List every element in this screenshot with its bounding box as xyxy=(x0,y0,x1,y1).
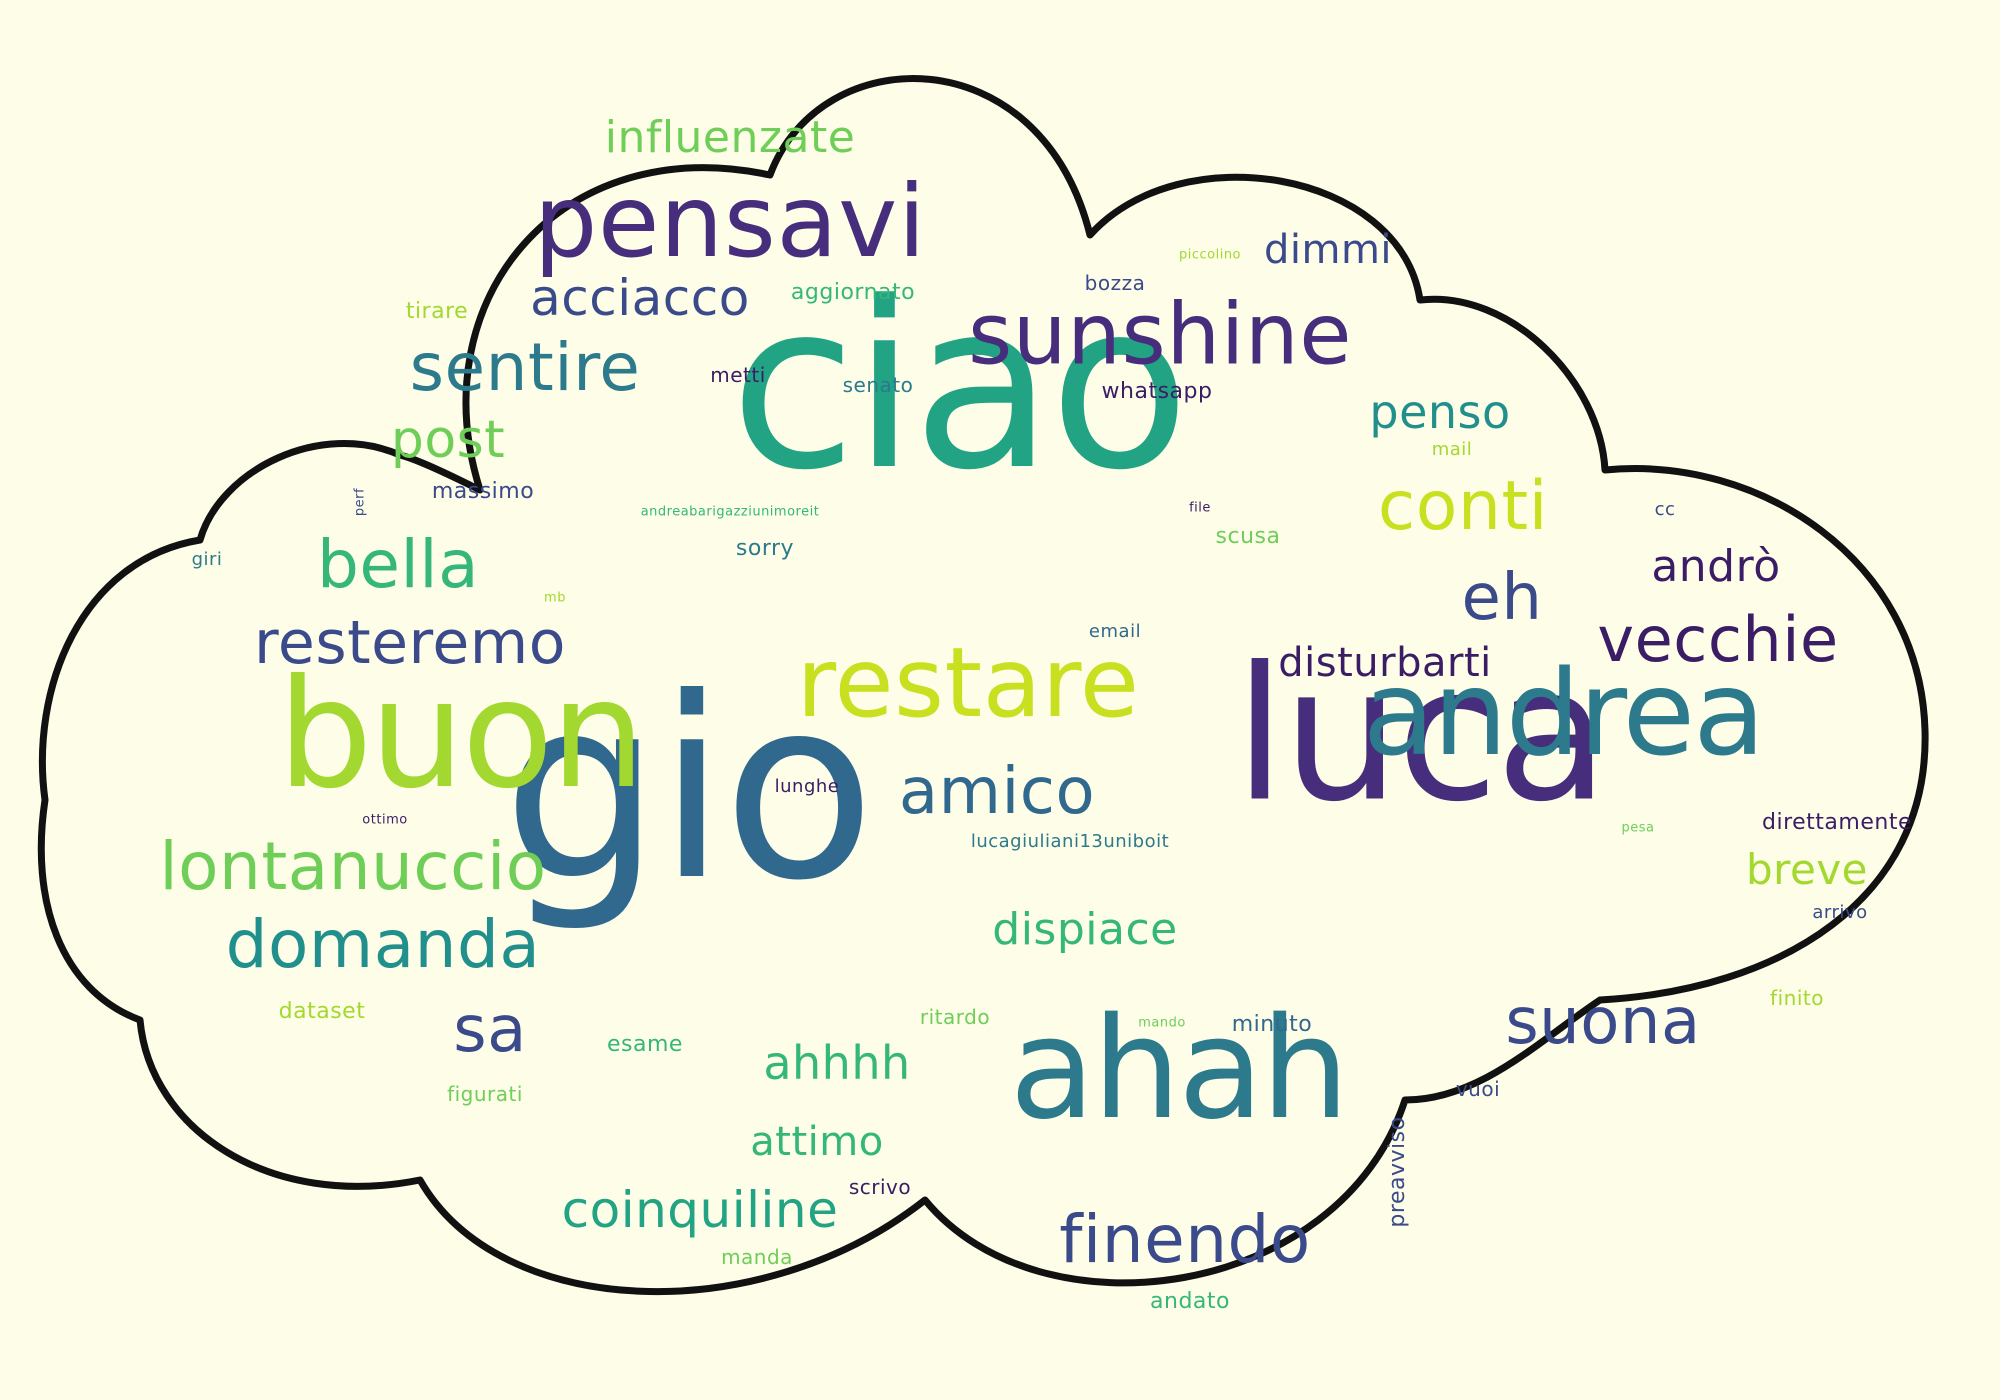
word-bella: bella xyxy=(316,526,480,603)
word-scusa: scusa xyxy=(1215,524,1281,549)
word-amico: amico xyxy=(898,755,1096,829)
word-preavviso: preavviso xyxy=(1385,1116,1410,1228)
word-perf: perf xyxy=(352,487,368,517)
cloud-outline xyxy=(37,75,1929,1296)
word-dispiace: dispiace xyxy=(992,904,1178,955)
word-dataset: dataset xyxy=(278,999,366,1024)
word-disturbarti: disturbarti xyxy=(1278,640,1492,686)
word-lucagiuliani: lucagiuliani13uniboit xyxy=(970,831,1170,852)
word-mando: mando xyxy=(1138,1015,1186,1031)
word-andato: andato xyxy=(1150,1289,1230,1314)
word-eh: eh xyxy=(1461,561,1543,635)
word-andrea: andrea xyxy=(1362,644,1766,782)
word-ahhhh: ahhhh xyxy=(763,1036,911,1090)
word-penso: penso xyxy=(1369,385,1511,439)
word-resteremo: resteremo xyxy=(254,608,566,678)
word-ahah: ahah xyxy=(1009,988,1349,1151)
word-metti: metti xyxy=(710,363,766,387)
word-mail: mail xyxy=(1431,439,1473,460)
word-ottimo: ottimo xyxy=(362,812,408,828)
word-email: email xyxy=(1088,621,1142,642)
word-finendo: finendo xyxy=(1059,1201,1311,1278)
word-sorry: sorry xyxy=(735,536,795,561)
word-file: file xyxy=(1189,500,1211,516)
word-mb: mb xyxy=(544,590,566,606)
word-sa: sa xyxy=(453,993,527,1067)
word-buon: buon xyxy=(277,648,645,822)
word-figurati: figurati xyxy=(447,1082,523,1106)
word-andro: andrò xyxy=(1651,541,1781,592)
word-manda: manda xyxy=(721,1245,793,1269)
word-acciacco: acciacco xyxy=(530,269,750,327)
word-suona: suona xyxy=(1505,985,1701,1059)
word-domanda: domanda xyxy=(225,906,541,983)
word-lontanuccio: lontanuccio xyxy=(159,828,547,905)
word-arrivo: arrivo xyxy=(1812,902,1868,923)
word-whatsapp: whatsapp xyxy=(1101,379,1213,404)
word-direttamente: direttamente xyxy=(1762,810,1912,835)
word-lunghe: lunghe xyxy=(774,776,840,797)
word-breve: breve xyxy=(1745,845,1869,894)
word-sunshine: sunshine xyxy=(968,285,1352,385)
word-coinquiline: coinquiline xyxy=(561,1181,839,1239)
word-giri: giri xyxy=(191,549,223,570)
word-luca: luca xyxy=(1234,626,1609,843)
word-dimmi: dimmi xyxy=(1263,227,1393,273)
word-esame: esame xyxy=(607,1032,683,1057)
word-vecchie: vecchie xyxy=(1597,603,1839,676)
word-andreabarigazzi: andreabarigazziunimoreit xyxy=(640,504,820,520)
word-attimo: attimo xyxy=(750,1119,884,1165)
word-ciao: ciao xyxy=(729,254,1190,521)
word-post: post xyxy=(390,410,506,470)
word-minuto: minuto xyxy=(1231,1012,1313,1037)
word-sentire: sentire xyxy=(409,329,641,406)
word-restare: restare xyxy=(796,627,1140,739)
word-massimo: massimo xyxy=(431,479,535,504)
word-ritardo: ritardo xyxy=(919,1005,991,1029)
word-vuoi: vuoi xyxy=(1455,1077,1501,1101)
word-gio: gio xyxy=(502,644,875,935)
word-aggiornato: aggiornato xyxy=(790,280,916,305)
word-pensavi: pensavi xyxy=(533,163,927,280)
word-senato: senato xyxy=(842,373,914,397)
word-scrivo: scrivo xyxy=(848,1175,912,1199)
word-cc: cc xyxy=(1654,499,1676,520)
word-bozza: bozza xyxy=(1084,271,1146,295)
word-finito: finito xyxy=(1770,986,1824,1010)
word-pesa: pesa xyxy=(1621,820,1655,836)
word-conti: conti xyxy=(1377,467,1549,546)
word-tirare: tirare xyxy=(405,299,469,324)
word-piccolino: piccolino xyxy=(1178,247,1242,263)
word-influenzate: influenzate xyxy=(604,112,856,163)
